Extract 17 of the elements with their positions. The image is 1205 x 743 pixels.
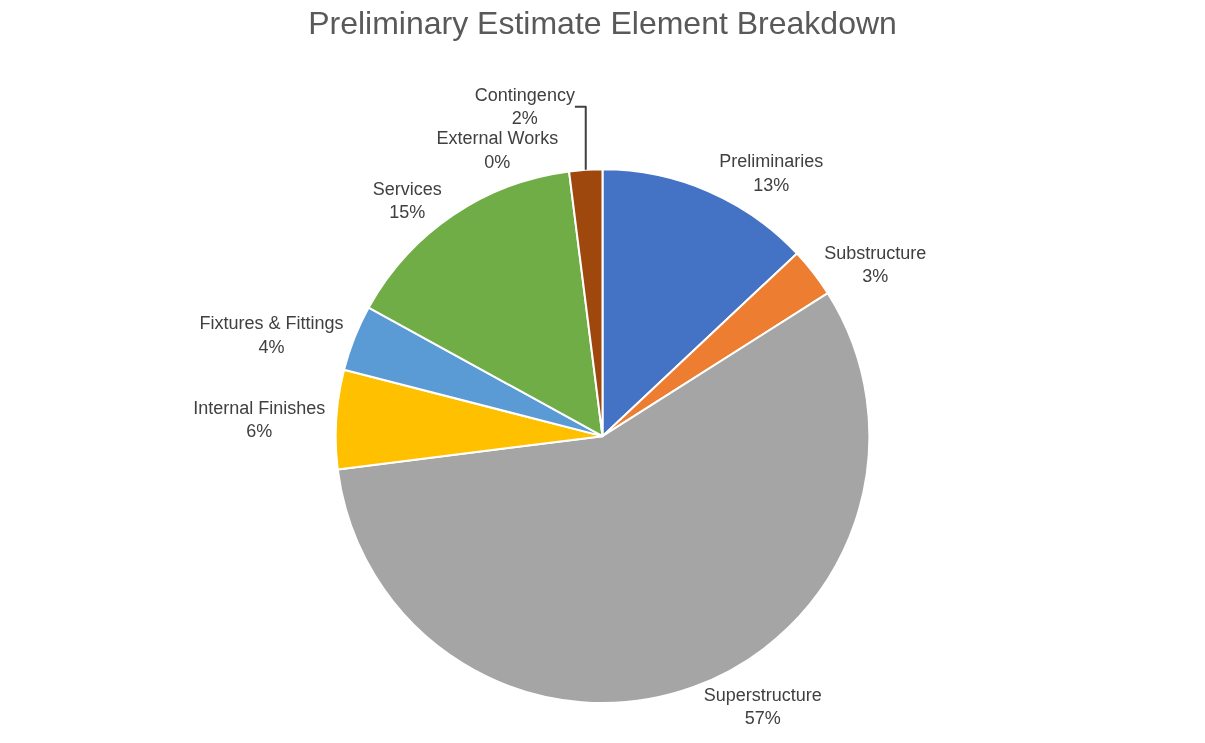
data-label: 2% bbox=[511, 108, 538, 129]
slice-label: Fixtures & Fittings bbox=[199, 313, 344, 334]
slice-label: Services bbox=[372, 178, 442, 199]
data-label: 57% bbox=[744, 708, 781, 729]
data-label: 4% bbox=[258, 336, 285, 357]
slice-label: Substructure bbox=[824, 242, 927, 263]
category-label: External Works bbox=[436, 128, 559, 149]
data-label: 15% bbox=[389, 202, 426, 223]
data-label: 3% bbox=[862, 266, 889, 287]
slice-label: Preliminaries bbox=[719, 151, 824, 172]
slice-label: Superstructure bbox=[703, 684, 822, 705]
text: 0% bbox=[484, 151, 511, 172]
data-label: 6% bbox=[246, 421, 273, 442]
chart-title: Preliminary Estimate Element Breakdown bbox=[308, 4, 897, 41]
data-label: 13% bbox=[753, 174, 790, 195]
slice-label: Contingency bbox=[474, 84, 575, 105]
slice-label: Internal Finishes bbox=[193, 397, 326, 418]
